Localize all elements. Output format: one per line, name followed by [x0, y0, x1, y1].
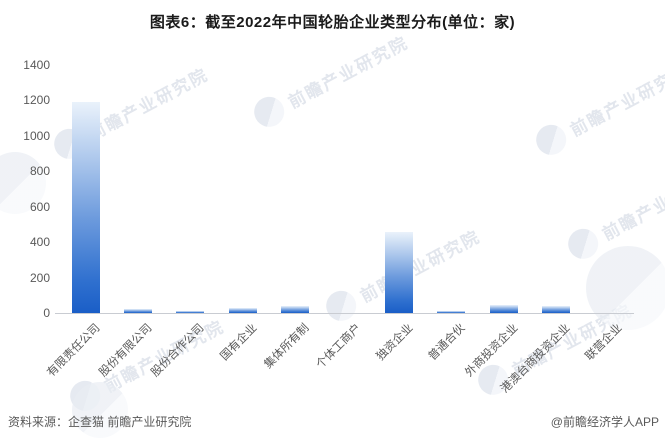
bar-有限责任公司	[72, 102, 101, 313]
watermark-logo-icon	[248, 91, 290, 133]
watermark: 前瞻产业研究院	[530, 54, 665, 161]
bar-国有企业	[228, 308, 257, 313]
bar-股份合作公司	[176, 311, 205, 313]
chart-title: 图表6：截至2022年中国轮胎企业类型分布(单位：家)	[149, 14, 516, 31]
watermark-logo-icon	[562, 223, 604, 265]
bar-外商投资企业	[489, 305, 518, 313]
y-axis-tick-label: 600	[29, 199, 50, 214]
bar-股份有限公司	[124, 309, 153, 313]
bar-普通合伙	[437, 311, 466, 313]
y-axis-tick-label: 200	[29, 270, 50, 285]
y-axis-tick-label: 400	[29, 235, 50, 250]
x-axis-line	[55, 313, 634, 314]
bar-独资企业	[385, 232, 414, 313]
bar-集体所有制	[280, 306, 309, 313]
y-axis-tick-label: 800	[29, 164, 50, 179]
bar-港澳台商投资企业	[541, 306, 570, 313]
watermark: 前瞻产业研究院	[562, 158, 665, 265]
app-credit: @前瞻经济学人APP	[550, 415, 659, 429]
watermark-logo-icon	[586, 246, 665, 330]
y-axis-tick-label: 1400	[23, 58, 50, 72]
watermark-logo-icon	[530, 119, 572, 161]
watermark-logo-icon	[320, 285, 362, 327]
y-axis-tick-label: 1200	[23, 93, 50, 108]
y-axis-tick-label: 1000	[23, 128, 50, 143]
y-axis-tick-label: 0	[43, 306, 50, 320]
source-note: 资料来源：企查猫 前瞻产业研究院	[8, 415, 192, 429]
watermark: 前瞻产业研究院	[248, 26, 413, 133]
